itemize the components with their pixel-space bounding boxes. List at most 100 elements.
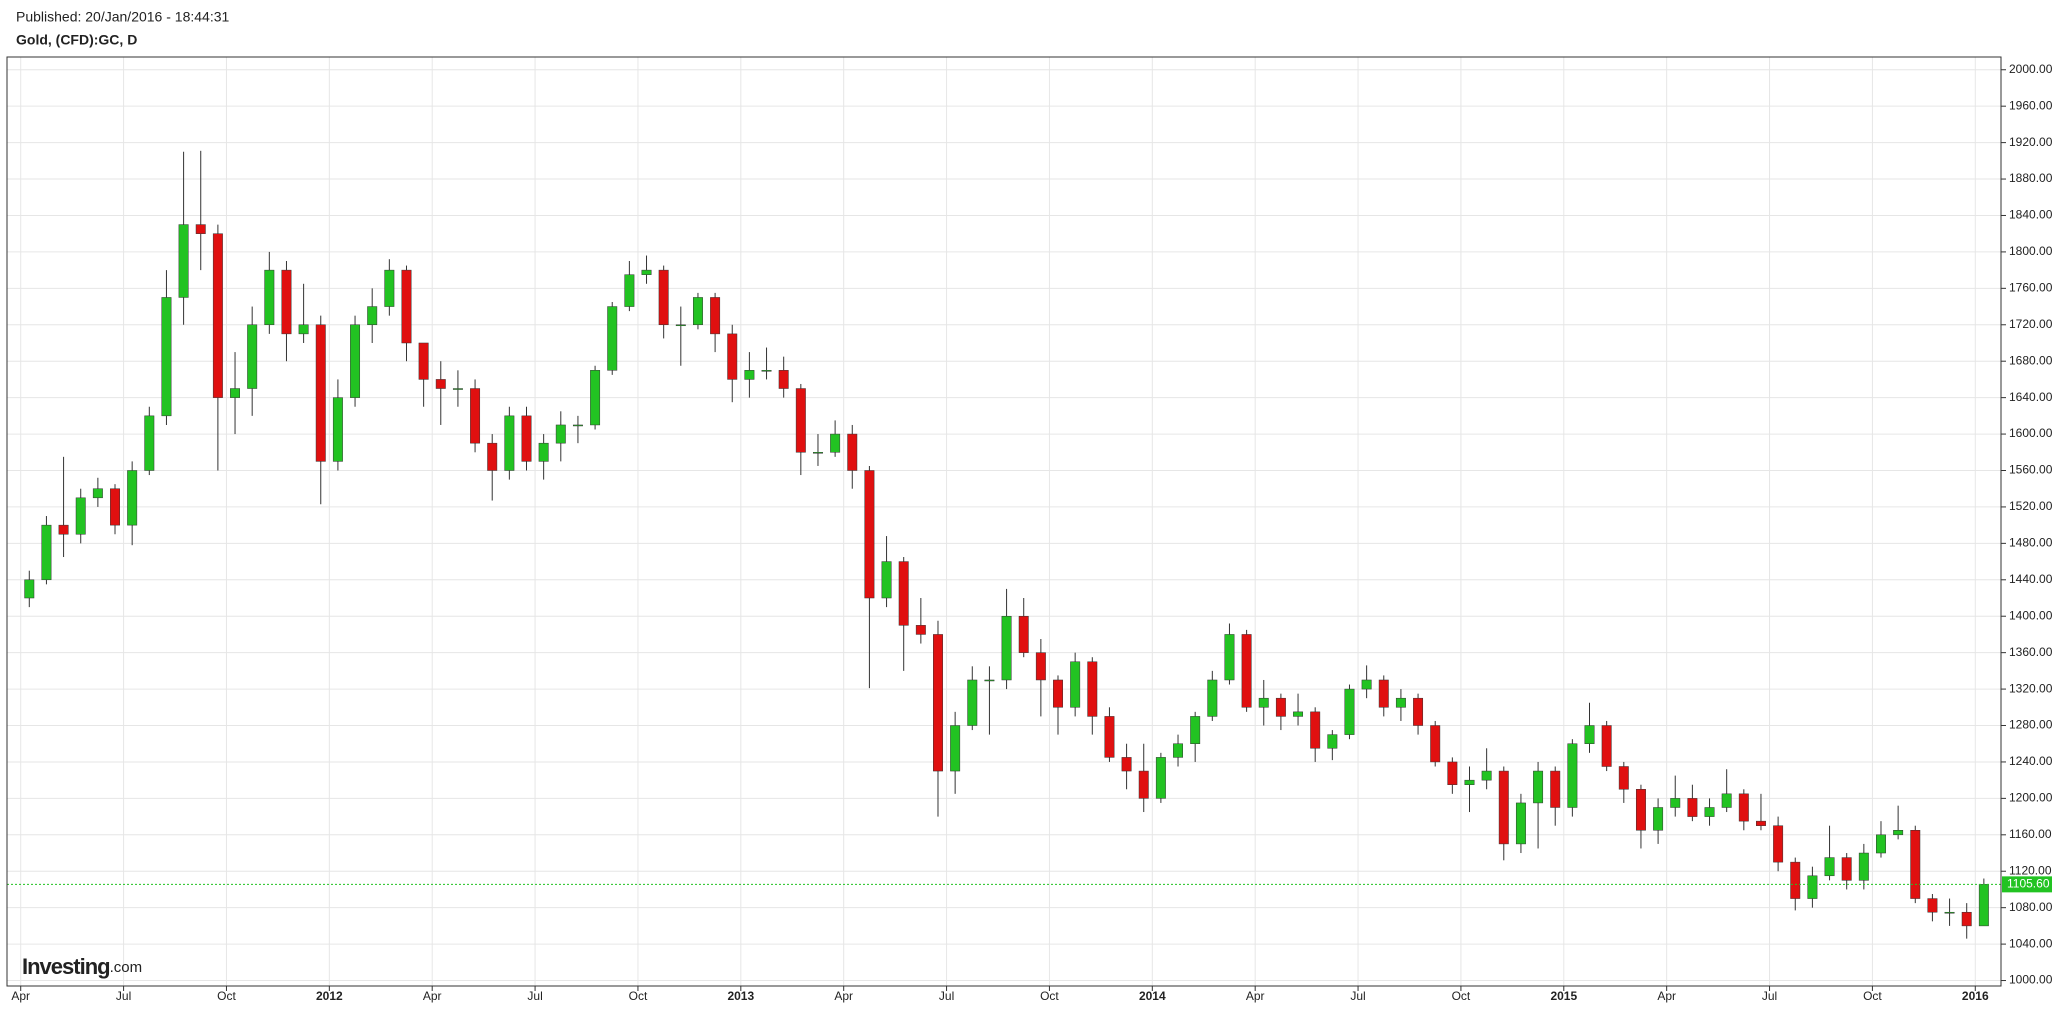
published: Published: 20/Jan/2016 - 18:44:31: [16, 9, 229, 25]
candle-body: [933, 634, 943, 772]
candle-body: [1927, 898, 1938, 913]
candle-body: [1430, 725, 1441, 763]
y-tick-label: 1760.00: [2009, 281, 2053, 295]
chart-title: Gold, (CFD):GC, D: [16, 32, 137, 48]
candle-body: [847, 433, 858, 471]
candle-body: [127, 470, 138, 526]
candle-body: [1584, 725, 1595, 744]
y-tick-label: 1800.00: [2009, 244, 2053, 258]
candle-body: [1687, 798, 1698, 817]
candle-body: [1241, 634, 1252, 708]
candle-body: [675, 324, 686, 327]
candle-body: [332, 397, 343, 462]
candle-body: [950, 725, 961, 772]
candle-body: [384, 269, 395, 307]
candle-body: [1035, 652, 1046, 681]
candle-body: [1104, 716, 1115, 758]
candle-body: [727, 333, 738, 380]
candle-body: [864, 470, 875, 599]
candle-body: [915, 625, 926, 635]
y-tick-label: 1560.00: [2009, 463, 2053, 477]
candle-body: [984, 679, 995, 682]
candle-body: [1550, 770, 1561, 808]
logo: Investing.com: [22, 954, 142, 979]
candle-body: [1635, 789, 1646, 831]
y-tick-label: 1440.00: [2009, 572, 2053, 586]
candle-body: [1515, 802, 1526, 845]
x-tick-label: 2016: [1962, 989, 1989, 1003]
candle-body: [281, 269, 292, 335]
candle-body: [144, 415, 155, 471]
x-tick-label: Jul: [939, 989, 954, 1003]
x-tick-label: Jul: [527, 989, 542, 1003]
candle-body: [1893, 830, 1904, 836]
y-tick-label: 1840.00: [2009, 208, 2053, 222]
x-tick-label: Oct: [1040, 989, 1059, 1003]
candle-body: [538, 442, 549, 462]
y-tick-label: 1040.00: [2009, 936, 2053, 950]
candle-body: [41, 524, 52, 581]
candle-body: [1053, 679, 1063, 708]
candle-body: [761, 370, 772, 372]
candle-body: [1738, 793, 1749, 822]
candle-body: [1944, 911, 1955, 914]
y-tick-label: 1120.00: [2009, 863, 2052, 877]
candle-body: [1018, 615, 1029, 653]
candle-body: [1361, 679, 1372, 690]
candle-body: [1258, 697, 1269, 708]
candle-body: [1961, 911, 1972, 927]
candle-body: [110, 488, 120, 526]
x-tick-label: 2013: [727, 989, 754, 1003]
candle-body: [178, 224, 189, 298]
candle-body: [692, 297, 703, 326]
candle-body: [1207, 679, 1218, 717]
candle-body: [1070, 661, 1081, 708]
candle-body: [521, 415, 532, 462]
y-tick-label: 1000.00: [2009, 973, 2053, 987]
candle-body: [881, 561, 892, 599]
candle-body: [470, 388, 481, 444]
y-tick-label: 1520.00: [2009, 499, 2053, 513]
candle-body: [1704, 807, 1715, 817]
candle-body: [1978, 884, 1989, 927]
candle-body: [1413, 697, 1424, 726]
x-tick-label: Apr: [1657, 989, 1676, 1003]
candle-body: [624, 274, 635, 307]
candle-body: [658, 269, 669, 326]
candle-body: [1190, 716, 1201, 744]
price-label: 1105.60: [2007, 877, 2050, 891]
candle-body: [813, 452, 823, 454]
x-tick-label: Jul: [116, 989, 131, 1003]
candle-body: [350, 324, 361, 398]
candle-body: [1721, 793, 1732, 808]
y-tick-label: 1880.00: [2009, 171, 2053, 185]
candle-body: [75, 497, 86, 535]
candle-body: [161, 297, 172, 417]
axes: 1000.00 1040.00 1080.00 1120.00 1160.00 1200.…: [7, 62, 2053, 1003]
candle-body: [298, 324, 309, 335]
y-tick-label: 1600.00: [2009, 426, 2053, 440]
candle-body: [418, 342, 429, 380]
frame: [6, 56, 2002, 987]
candle-body: [247, 324, 258, 389]
y-tick-label: 1080.00: [2009, 900, 2053, 914]
candle-body: [1293, 711, 1304, 717]
x-tick-label: Apr: [11, 989, 30, 1003]
y-tick-label: 1160.00: [2009, 827, 2052, 841]
grid: [7, 57, 2001, 986]
x-tick-label: Jul: [1762, 989, 1777, 1003]
x-tick-label: Oct: [1863, 989, 1882, 1003]
candle-body: [1756, 820, 1766, 826]
candle-body: [607, 306, 618, 371]
candle-body: [504, 415, 515, 471]
y-tick-label: 1920.00: [2009, 135, 2053, 149]
candle-body: [1858, 852, 1869, 881]
candle-body: [1498, 770, 1509, 845]
y-tick-label: 2000.00: [2009, 62, 2053, 76]
y-tick-label: 1200.00: [2009, 791, 2053, 805]
x-tick-label: Jul: [1350, 989, 1365, 1003]
candle-body: [1087, 661, 1098, 717]
x-tick-label: Apr: [1246, 989, 1265, 1003]
